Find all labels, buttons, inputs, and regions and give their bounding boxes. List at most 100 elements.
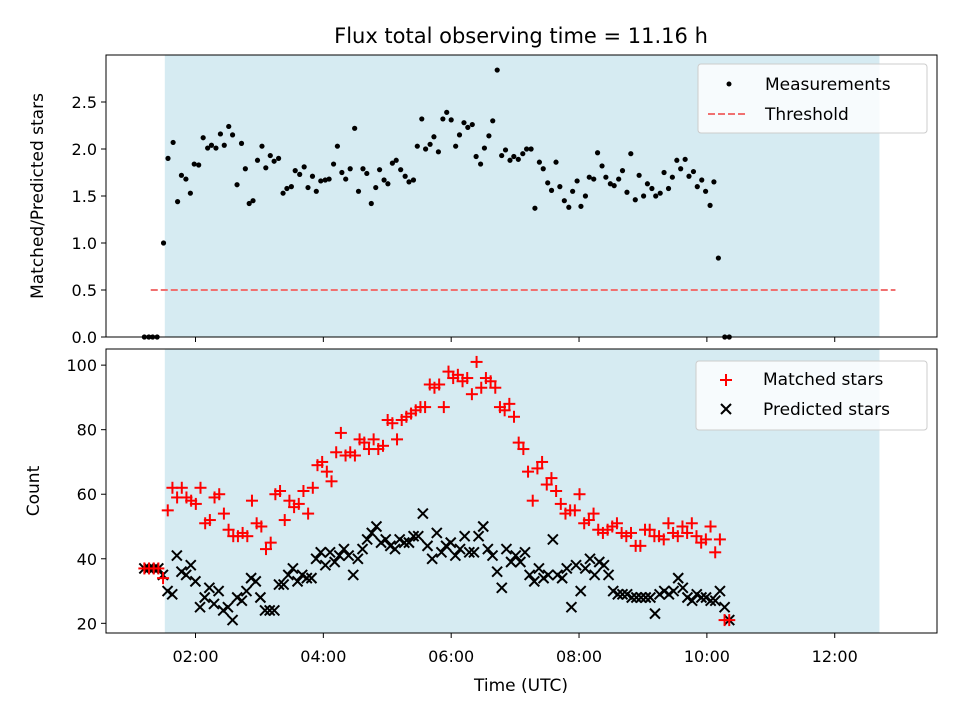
predicted-point [649, 607, 661, 620]
predicted-point [570, 559, 582, 571]
predicted-point [496, 582, 508, 594]
predicted-point [380, 533, 392, 546]
matched-point [489, 381, 502, 394]
predicted-point [319, 559, 332, 571]
x-tick-label: 02:00 [172, 647, 218, 666]
predicted-point [254, 591, 267, 604]
x-axis-label: Time (UTC) [473, 676, 568, 696]
ratio-y-tick-label: 2.0 [72, 140, 97, 159]
measurement-point [347, 166, 353, 172]
predicted-point [528, 575, 540, 588]
measurement-point [465, 124, 471, 130]
matched-point [419, 401, 432, 414]
matched-point [358, 436, 371, 449]
legend-label-predicted: Predicted stars [763, 400, 890, 420]
predicted-point [468, 546, 480, 559]
matched-point [217, 507, 230, 520]
predicted-point [561, 562, 573, 575]
predicted-point [704, 595, 717, 607]
measurement-point [309, 173, 316, 179]
matched-point [526, 494, 539, 507]
predicted-point [352, 553, 364, 565]
measurement-point [297, 171, 303, 177]
matched-point [316, 455, 329, 468]
measurement-point [486, 133, 492, 139]
matched-point [222, 523, 235, 536]
measurement-point [393, 157, 399, 163]
measurement-point [381, 177, 387, 183]
matched-point [175, 481, 188, 494]
measurement-point [234, 182, 240, 188]
measurement-point [246, 200, 252, 207]
measurement-point [352, 125, 358, 131]
predicted-point [212, 585, 225, 597]
measurement-point [208, 142, 215, 148]
measurement-point [205, 145, 211, 151]
measurement-point [226, 123, 232, 130]
measurement-point [305, 184, 311, 191]
matched-point [152, 562, 165, 575]
measurement-point [499, 152, 505, 159]
ratio-y-tick-label: 0.0 [72, 328, 97, 347]
count-legend: Matched stars Predicted stars [695, 360, 928, 431]
predicted-point [677, 582, 689, 594]
count-y-tick-label: 100 [66, 356, 97, 375]
predicted-point [426, 553, 438, 565]
measurement-point [402, 173, 408, 179]
measurement-point [355, 188, 362, 194]
matched-point [475, 381, 488, 394]
predicted-point [510, 549, 522, 562]
matched-point [587, 507, 600, 520]
measurement-point [603, 174, 609, 180]
measurement-point [435, 149, 441, 155]
measurement-point [343, 176, 349, 182]
measurement-point [574, 178, 580, 184]
predicted-point [240, 585, 253, 597]
matched-point [657, 533, 670, 546]
predicted-point [686, 595, 698, 607]
measurement-point [607, 181, 613, 187]
measurement-point [406, 179, 412, 185]
ratio-y-axis-label: Matched/Predicted stars [28, 93, 48, 299]
predicted-point [171, 549, 183, 562]
measurement-point [528, 146, 534, 152]
matched-point [376, 439, 389, 452]
predicted-point [616, 588, 629, 600]
predicted-point [421, 540, 434, 552]
measurement-point [398, 167, 404, 173]
measurement-point [213, 145, 219, 151]
measurement-point [586, 174, 592, 180]
matched-point [624, 526, 637, 539]
measurement-point [385, 181, 391, 187]
measurement-point [165, 155, 171, 161]
matched-point [213, 488, 226, 501]
measurement-point [360, 166, 366, 172]
predicted-point [630, 591, 643, 604]
measurement-point [661, 169, 667, 176]
predicted-point [185, 559, 197, 571]
predicted-point [547, 533, 559, 546]
predicted-point [435, 546, 448, 559]
measurement-point [557, 184, 563, 190]
predicted-point [602, 569, 615, 581]
matched-point [391, 433, 404, 446]
matched-point [550, 485, 563, 497]
predicted-point [347, 569, 359, 581]
measurement-point [665, 185, 672, 192]
predicted-point [477, 520, 489, 533]
matched-point [330, 446, 343, 459]
matched-point [386, 417, 399, 430]
measurement-point [545, 180, 551, 186]
count-y-axis-label: Count [24, 465, 44, 516]
matched-point [709, 546, 722, 559]
predicted-point [328, 556, 341, 568]
measurement-point [431, 134, 437, 140]
measurement-point [715, 255, 721, 261]
matched-point [255, 520, 268, 533]
legend-label-measurements: Measurements [765, 75, 891, 95]
measurement-point [473, 153, 479, 160]
measurement-point [288, 184, 294, 190]
measurement-point [444, 109, 450, 115]
measurement-point [640, 193, 647, 199]
measurement-point [566, 204, 572, 210]
